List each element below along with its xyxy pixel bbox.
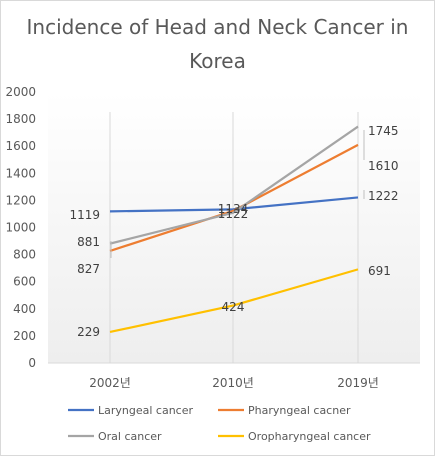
x-tick-label: 2019년 — [337, 376, 379, 390]
x-tick-label: 2010년 — [212, 376, 254, 390]
y-tick-label: 0 — [28, 356, 36, 370]
y-tick-label: 1000 — [5, 221, 36, 235]
series-line-1 — [109, 143, 359, 252]
data-label: 1222 — [368, 189, 399, 203]
data-label: 1119 — [69, 208, 100, 222]
data-label: 1134 — [218, 202, 249, 216]
chart-title: Incidence of Head and Neck Cancer in Kor… — [0, 10, 435, 78]
data-label: 827 — [77, 262, 100, 276]
legend-label-3: Oropharyngeal cancer — [248, 430, 371, 443]
legend-label-0: Laryngeal cancer — [98, 404, 193, 417]
chart-title-line-2: Korea — [189, 49, 246, 73]
series-line-0 — [109, 196, 359, 213]
data-label: 1610 — [368, 159, 399, 173]
series-line-2 — [109, 125, 359, 245]
y-tick-label: 200 — [13, 329, 36, 343]
series-line-3 — [109, 268, 359, 334]
y-tick-label: 800 — [13, 248, 36, 262]
data-label: 424 — [222, 300, 245, 314]
y-tick-label: 600 — [13, 275, 36, 289]
legend-label-1: Pharyngeal cacner — [248, 404, 351, 417]
data-label: 1122 — [218, 207, 249, 221]
y-tick-label: 1600 — [5, 139, 36, 153]
y-tick-label: 1800 — [5, 112, 36, 126]
legend-label-2: Oral cancer — [98, 430, 162, 443]
data-label: 881 — [77, 235, 100, 249]
y-tick-label: 2000 — [5, 85, 36, 99]
chart-title-line-1: Incidence of Head and Neck Cancer in — [26, 15, 409, 39]
data-label: 691 — [368, 264, 391, 278]
y-tick-label: 1200 — [5, 193, 36, 207]
y-tick-label: 400 — [13, 302, 36, 316]
data-label: 229 — [77, 325, 100, 339]
y-tick-label: 1400 — [5, 166, 36, 180]
x-tick-label: 2002년 — [89, 376, 131, 390]
data-label: 1745 — [368, 124, 399, 138]
